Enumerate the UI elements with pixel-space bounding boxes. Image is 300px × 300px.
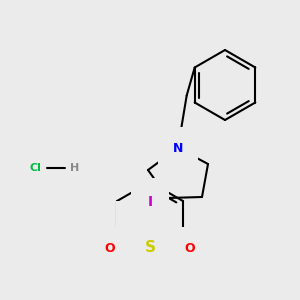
Text: H: H [130, 214, 138, 224]
Text: I: I [147, 195, 153, 209]
Text: O: O [105, 242, 115, 254]
Text: S: S [145, 241, 155, 256]
Text: O: O [185, 242, 195, 254]
Text: N: N [173, 142, 183, 154]
Text: N: N [144, 218, 154, 232]
Polygon shape [144, 198, 168, 226]
Text: Cl: Cl [29, 163, 41, 173]
Text: H: H [70, 163, 80, 173]
